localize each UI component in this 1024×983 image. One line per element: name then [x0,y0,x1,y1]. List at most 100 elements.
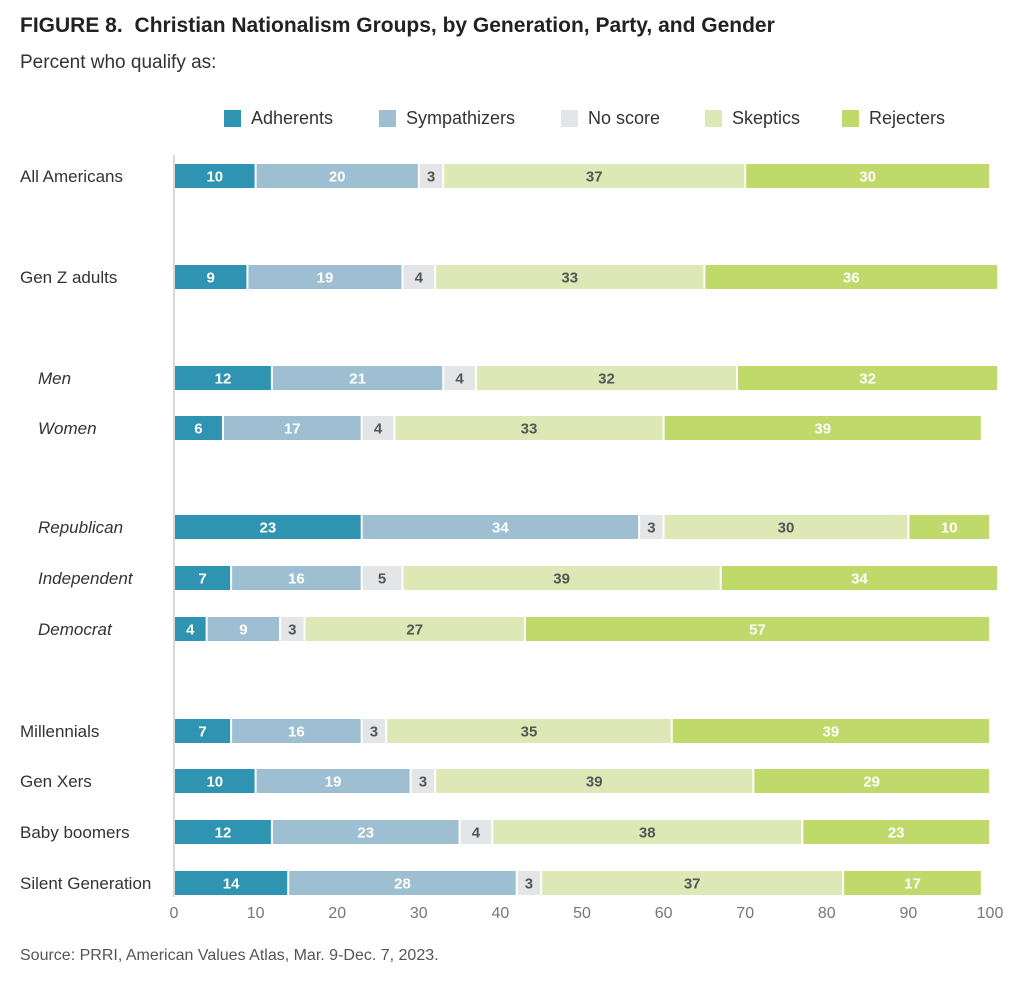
data-label-skeptics: 39 [553,571,570,588]
data-label-rejecters: 17 [904,876,921,893]
data-label-no-score: 4 [415,270,424,287]
data-label-rejecters: 10 [941,520,958,537]
bar-segment-sympathizers [223,416,361,440]
legend-swatch-skeptics [705,110,722,127]
data-label-rejecters: 23 [888,825,905,842]
data-label-skeptics: 30 [778,520,795,537]
bar-segment-skeptics [664,515,908,539]
bar-segment-rejecters [844,871,981,895]
bar-segment-skeptics [436,265,704,289]
bar-segment-adherents [175,769,255,793]
x-tick-label: 60 [655,905,673,922]
bar-segment-rejecters [705,265,998,289]
x-tick-label: 70 [736,905,754,922]
bar-segment-adherents [175,515,361,539]
data-label-no-score: 3 [647,520,655,537]
data-label-rejecters: 36 [843,270,860,287]
data-label-no-score: 5 [378,571,386,588]
legend-item-skeptics: Skeptics [705,108,800,129]
data-label-skeptics: 39 [586,774,603,791]
x-tick-label: 10 [247,905,265,922]
figure-number: FIGURE 8. [20,14,123,37]
data-label-rejecters: 34 [851,571,868,588]
category-label: Independent [38,569,134,588]
data-label-no-score: 4 [472,825,481,842]
bar-segment-no-score [403,265,435,289]
data-label-skeptics: 38 [639,825,656,842]
data-label-no-score: 3 [427,169,435,186]
bar-segment-rejecters [754,769,989,793]
data-label-sympathizers: 17 [284,421,301,438]
bar-segment-no-score [411,769,435,793]
x-tick-label: 100 [977,905,1004,922]
category-label: Women [38,419,97,438]
data-label-rejecters: 39 [814,421,831,438]
bar-segment-sympathizers [272,366,443,390]
data-label-sympathizers: 19 [325,774,342,791]
bar-segment-no-score [362,416,394,440]
data-label-no-score: 3 [525,876,533,893]
bar-segment-skeptics [387,719,671,743]
x-tick-label: 30 [410,905,428,922]
bar-segment-adherents [175,871,288,895]
bar-segment-skeptics [542,871,843,895]
data-label-sympathizers: 20 [329,169,346,186]
bar-segment-skeptics [436,769,753,793]
legend-swatch-rejecters [842,110,859,127]
legend-label-no-score: No score [588,108,661,128]
data-label-sympathizers: 9 [239,622,247,639]
legend-item-no-score: No score [561,108,660,129]
bar-segment-sympathizers [289,871,516,895]
bar-segment-sympathizers [232,566,361,590]
data-label-rejecters: 30 [859,169,876,186]
legend-label-sympathizers: Sympathizers [406,108,516,128]
data-label-skeptics: 32 [598,371,615,388]
data-label-adherents: 6 [194,421,202,438]
data-label-sympathizers: 28 [394,876,411,893]
x-tick-label: 50 [573,905,591,922]
data-label-adherents: 4 [186,622,195,639]
legend-label-adherents: Adherents [251,108,334,128]
legend-swatch-no-score [561,110,578,127]
bar-segment-rejecters [664,416,981,440]
bar-segment-rejecters [721,566,998,590]
bar-segment-no-score [517,871,541,895]
bar-segment-adherents [175,820,271,844]
data-label-adherents: 12 [215,371,232,388]
data-label-rejecters: 29 [863,774,880,791]
category-label: Silent Generation [20,874,151,893]
data-label-adherents: 12 [215,825,232,842]
bar-segment-no-score [444,366,475,390]
category-label: Democrat [38,620,113,639]
data-label-adherents: 10 [206,169,223,186]
bar-segment-adherents [175,265,247,289]
data-label-adherents: 10 [206,774,223,791]
category-label: Gen Xers [20,772,92,791]
legend-swatch-adherents [224,110,241,127]
category-label: Millennials [20,722,99,741]
data-label-no-score: 4 [374,421,383,438]
data-label-sympathizers: 16 [288,724,305,741]
data-label-skeptics: 37 [586,169,603,186]
data-label-adherents: 23 [259,520,276,537]
bar-segment-skeptics [444,164,745,188]
bar-segment-adherents [175,366,271,390]
data-label-adherents: 9 [207,270,215,287]
data-label-no-score: 4 [455,371,464,388]
bar-segment-sympathizers [256,769,410,793]
category-label: Baby boomers [20,823,130,842]
bar-segment-adherents [175,719,231,743]
data-label-adherents: 7 [198,724,206,741]
legend-item-sympathizers: Sympathizers [379,108,515,129]
data-label-adherents: 14 [223,876,240,893]
bar-segment-no-score [419,164,443,188]
bar-segment-adherents [175,617,206,641]
data-label-skeptics: 35 [521,724,538,741]
bar-segment-sympathizers [207,617,280,641]
bar-segment-sympathizers [362,515,639,539]
legend-swatch-sympathizers [379,110,396,127]
bar-segment-rejecters [672,719,989,743]
data-label-rejecters: 32 [859,371,876,388]
bar-segment-skeptics [305,617,524,641]
